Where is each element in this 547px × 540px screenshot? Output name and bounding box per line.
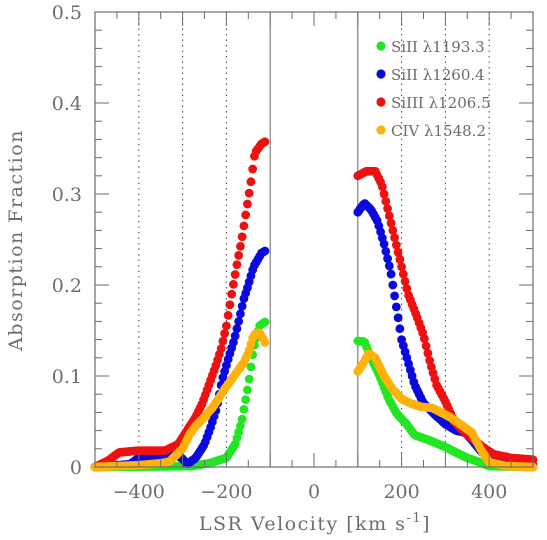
series-1-point [237, 414, 247, 424]
series-1-point [243, 385, 252, 395]
series-2-point [391, 302, 401, 312]
series-3-point [236, 241, 245, 251]
series-3-point [379, 189, 389, 199]
series-3-point [398, 269, 408, 279]
legend-item-1: SiII λ1193.3 [376, 38, 485, 56]
series-3-point [223, 310, 233, 320]
series-3-point [377, 182, 387, 192]
series-3-point [400, 276, 410, 286]
x-axis-label-main: LSR Velocity [km s [199, 513, 407, 535]
legend-label-3: SiIII λ1206.5 [391, 94, 491, 112]
series-2-point [234, 317, 244, 326]
x-tick-label: −400 [113, 481, 165, 503]
series-1-point [236, 421, 245, 431]
series-3-point [227, 289, 237, 299]
series-2-point [260, 246, 270, 256]
series-3-point [216, 344, 226, 354]
series-3-point [237, 232, 247, 242]
series-3-point [397, 262, 406, 272]
series-3-point [229, 279, 238, 289]
series-3-point [393, 247, 403, 257]
series-2-point [383, 254, 392, 264]
series-3-point [218, 336, 228, 346]
series-1-point [239, 404, 249, 414]
series-3-point [386, 218, 396, 228]
series-3-point [381, 196, 391, 206]
y-tick-label: 0.2 [52, 275, 82, 297]
tick-labels: −400 −200 0 200 400 0 0.1 0.2 0.3 0.4 0.5 [52, 2, 508, 503]
legend-label-1: SiII λ1193.3 [391, 38, 485, 56]
series-2-point [393, 313, 403, 323]
series-3-point [225, 300, 235, 310]
x-tick-label: 0 [308, 481, 320, 503]
series-3-point [388, 226, 398, 235]
x-axis-label-bracket: ] [422, 513, 431, 535]
series-3-point [390, 233, 399, 243]
series-2-point [236, 309, 245, 319]
series-2-point [390, 291, 399, 301]
series-2-point [230, 331, 240, 341]
series-3-point [395, 255, 405, 264]
series-3-point [423, 348, 433, 358]
series-3-point [402, 284, 412, 294]
series-3-point [260, 137, 270, 147]
x-tick-label: 200 [383, 481, 419, 503]
y-tick-label: 0.4 [52, 93, 82, 115]
series-3-point [241, 210, 251, 220]
series-2-point [384, 261, 394, 271]
series-2-point [232, 324, 242, 334]
series-3-point [222, 321, 231, 331]
series-2-point [386, 269, 396, 279]
series-2-point [395, 324, 405, 334]
series-3-point [246, 177, 256, 187]
x-axis-label-unit-exponent: -1 [406, 511, 422, 526]
series-2-point [379, 239, 389, 249]
series-1-point [244, 374, 254, 384]
legend-item-3: SiIII λ1206.5 [376, 94, 491, 112]
x-tick-label: −200 [200, 481, 252, 503]
legend-label-4: CIV λ1548.2 [391, 122, 486, 140]
series-3-point [220, 329, 230, 338]
series-1-point [260, 317, 270, 327]
reference-lines [138, 12, 490, 467]
series-4-point [260, 337, 270, 347]
x-axis-label: LSR Velocity [km s-1] [199, 511, 431, 535]
y-tick-label: 0.1 [52, 366, 82, 388]
series-3-point [419, 334, 429, 344]
series-1-point [246, 362, 256, 372]
x-tick-label: 400 [471, 481, 507, 503]
y-tick-label: 0.3 [52, 184, 82, 206]
y-tick-label: 0.5 [52, 2, 82, 24]
series-2-point [237, 301, 247, 311]
y-tick-label: 0 [70, 457, 82, 479]
series-3-point [391, 240, 401, 250]
series-3-point [244, 188, 254, 198]
series-3-point [230, 270, 240, 279]
series-3-point [239, 221, 249, 231]
legend-marker-4 [376, 125, 386, 135]
series-3-point [243, 199, 252, 209]
series-3-point [248, 164, 258, 174]
y-axis-label: Absorption Fraction [5, 129, 27, 352]
legend-marker-2 [376, 69, 386, 79]
series-1-point [241, 395, 251, 405]
series-3-point [232, 260, 242, 270]
legend-marker-1 [376, 41, 386, 51]
legend-marker-3 [376, 97, 386, 107]
axis-ticks [94, 11, 534, 468]
legend: SiII λ1193.3 SiII λ1260.4 SiIII λ1206.5 CIV… [376, 38, 491, 140]
legend-item-2: SiII λ1260.4 [376, 66, 485, 84]
series-3-point [234, 251, 244, 260]
series-3 [90, 137, 538, 472]
legend-label-2: SiII λ1260.4 [391, 66, 485, 84]
data-series [90, 137, 538, 472]
series-4 [90, 328, 538, 472]
series-2-point [381, 246, 391, 256]
series-3-point [383, 204, 392, 213]
series-3-point [421, 341, 431, 351]
series-3-point [384, 211, 394, 221]
legend-item-4: CIV λ1548.2 [376, 122, 486, 140]
series-2-point [388, 280, 398, 290]
